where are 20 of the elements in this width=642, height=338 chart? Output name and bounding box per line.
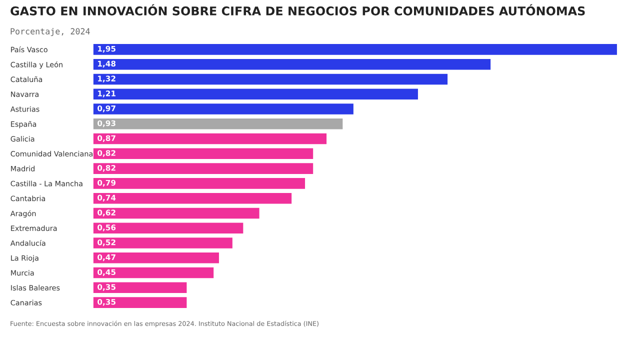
bar (93, 281, 188, 294)
bar (93, 132, 328, 146)
chart-title: GASTO EN INNOVACIÓN SOBRE CIFRA DE NEGOCIOS POR COMUNIDADES AUTÓNOMAS (10, 4, 585, 16)
bar (93, 88, 419, 100)
bar (93, 192, 292, 205)
bar (93, 162, 314, 175)
bar (93, 118, 344, 130)
bar (93, 236, 234, 250)
bar (93, 206, 260, 220)
bar (93, 43, 618, 56)
bar (93, 72, 448, 86)
bar (93, 222, 244, 234)
bar (93, 252, 220, 264)
chart-subtitle: Porcentaje, 2024 (10, 28, 90, 36)
bar (93, 266, 214, 280)
bar (93, 177, 306, 190)
bar (93, 102, 354, 116)
bar (93, 296, 188, 309)
bar (93, 58, 492, 71)
bar (93, 147, 314, 160)
